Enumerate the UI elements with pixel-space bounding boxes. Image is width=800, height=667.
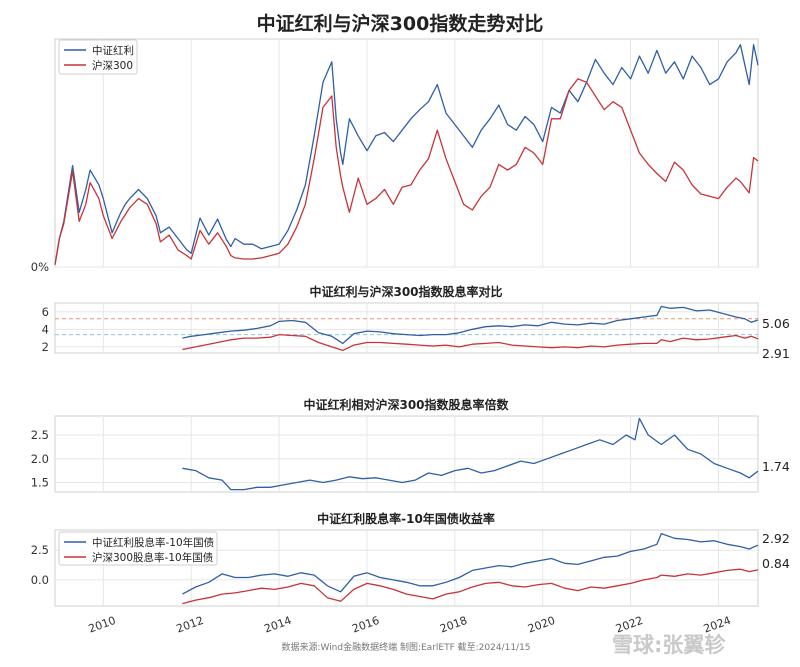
y-tick-label: 2.0: [31, 452, 49, 466]
panel-index-trend: 0%25%50%75%100%125%150%175% 中证红利 沪深300: [31, 38, 759, 274]
end-label: 2.92: [762, 531, 790, 546]
x-tick-label: 2018: [438, 614, 469, 636]
y-tick-label: 6: [42, 305, 49, 319]
panel-frame: [54, 529, 759, 607]
series-line-1: [182, 333, 759, 352]
legend-label: 中证红利: [92, 44, 134, 57]
y-tick-label: 4: [42, 322, 49, 336]
series-group: [182, 305, 759, 352]
legend-label: 沪深300: [92, 59, 133, 72]
panel-title: 中证红利与沪深300指数股息率对比: [309, 284, 502, 299]
y-ticks: 0%25%50%75%100%125%150%175%: [31, 260, 49, 274]
x-tick-label: 2016: [350, 614, 381, 636]
series-line-0: [54, 44, 759, 265]
main-title: 中证红利与沪深300指数走势对比: [257, 12, 544, 35]
y-ticks: 0.0 2.5: [31, 543, 49, 587]
panel-yield-spread: 0.0 2.5 中证红利股息率-10年国债 沪深300股息率-10年国债 2.92…: [31, 529, 790, 607]
legend-box: [58, 531, 218, 566]
y-ticks: 2 4 6: [42, 305, 49, 354]
x-tick-label: 2012: [175, 614, 206, 636]
end-label: 0.84: [762, 556, 790, 571]
series-group: [182, 417, 759, 491]
series-line-1: [54, 78, 759, 265]
grid: [55, 39, 758, 268]
y-tick-label: 0%: [31, 260, 49, 274]
y-ticks: 1.5 2.0 2.5: [31, 428, 49, 490]
legend: 中证红利 沪深300: [58, 39, 138, 75]
reference-lines: [55, 318, 758, 336]
legend-label: 中证红利股息率-10年国债: [92, 536, 214, 549]
panel-yield-ratio: 1.5 2.0 2.5 1.74: [31, 415, 790, 493]
y-tick-label: 2: [42, 340, 49, 354]
series-group: [182, 532, 759, 605]
y-tick-label: 1.5: [31, 476, 49, 490]
y-tick-label: 2.5: [31, 428, 49, 442]
y-tick-label: 2.5: [31, 543, 49, 557]
panel-title: 中证红利相对沪深300指数股息率倍数: [303, 397, 509, 412]
series-line-1: [182, 568, 759, 605]
end-label: 5.06: [762, 316, 790, 331]
source-note: 数据来源:Wind金融数据终端 制图:EarlETF 截至:2024/11/15: [281, 641, 530, 653]
series-group: [54, 44, 759, 265]
panel-frame: [54, 302, 759, 354]
y-tick-label: 0.0: [31, 573, 49, 587]
x-tick-label: 2020: [526, 614, 557, 636]
panel-title: 中证红利股息率-10年国债收益率: [317, 511, 495, 526]
x-tick-label: 2010: [87, 614, 118, 636]
series-line-0: [182, 417, 759, 491]
x-tick-label: 2014: [263, 614, 294, 636]
panel-frame: [54, 415, 759, 493]
grid: [55, 416, 758, 492]
end-label: 1.74: [762, 459, 790, 474]
panel-dividend-yield: 2 4 6 5.06 2.91: [42, 302, 790, 361]
end-label: 2.91: [762, 346, 790, 361]
watermark: 雪球:张翼轸: [612, 633, 726, 657]
series-line-0: [182, 532, 759, 595]
grid: [55, 303, 758, 353]
legend: 中证红利股息率-10年国债 沪深300股息率-10年国债: [58, 531, 218, 566]
legend-label: 沪深300股息率-10年国债: [92, 551, 213, 564]
series-line-0: [182, 305, 759, 345]
